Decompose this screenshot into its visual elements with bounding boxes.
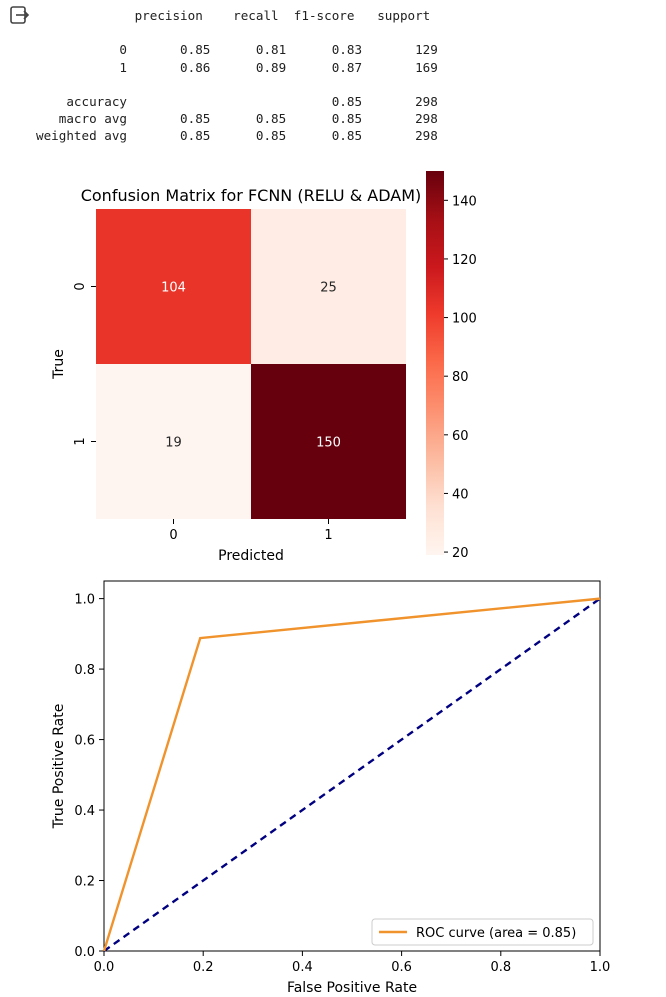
y-tick-label: 1.0 bbox=[74, 593, 95, 608]
colorbar-tick-label: 140 bbox=[452, 194, 477, 209]
y-axis-label: True bbox=[51, 349, 67, 380]
heatmap-cell-label: 25 bbox=[320, 281, 337, 296]
y-tick-label: 0.0 bbox=[74, 945, 95, 960]
plot-area bbox=[103, 580, 601, 952]
colorbar bbox=[426, 171, 444, 555]
colorbar-tick-label: 40 bbox=[452, 487, 469, 502]
roc-curve-chart: 0.0 0.2 0.4 0.6 0.8 1.0 0.0 0.2 0.4 0.6 0.8 1.0 Fals… bbox=[51, 580, 611, 996]
heatmap-cell bbox=[251, 364, 406, 519]
legend-box bbox=[371, 918, 594, 946]
x-axis-label: Predicted bbox=[218, 548, 284, 564]
x-tick-label: 0 bbox=[169, 528, 177, 543]
colorbar-tick-label: 80 bbox=[452, 370, 469, 385]
x-tick-label: 0.6 bbox=[391, 960, 412, 975]
y-tick-label: 0.4 bbox=[74, 804, 95, 819]
roc-curve-line bbox=[102, 597, 601, 952]
y-tick-label: 1 bbox=[73, 437, 88, 445]
colorbar-tick-label: 100 bbox=[452, 312, 477, 327]
diagonal-reference-line bbox=[103, 597, 601, 952]
heatmap-cell bbox=[251, 209, 406, 364]
heatmap-cell-label: 150 bbox=[316, 436, 341, 451]
y-tick-label: 0.8 bbox=[74, 663, 95, 678]
y-tick-label: 0.2 bbox=[74, 875, 95, 890]
colorbar-tick-label: 20 bbox=[452, 546, 469, 561]
heatmap-cell-label: 104 bbox=[161, 281, 186, 296]
legend: ROC curve (area = 0.85) bbox=[371, 918, 594, 946]
x-tick-label: 0.2 bbox=[193, 960, 214, 975]
heatmap-cell-label: 19 bbox=[165, 436, 182, 451]
classification-report: precision recall f1-score support 0 0.85… bbox=[36, 8, 438, 144]
y-tick-label: 0.6 bbox=[74, 734, 95, 749]
x-tick-label: 1 bbox=[324, 528, 332, 543]
x-tick-label: 0.4 bbox=[292, 960, 313, 975]
y-tick-label: 0 bbox=[73, 282, 88, 290]
x-tick-label: 0.8 bbox=[490, 960, 511, 975]
confusion-matrix-chart: Confusion Matrix for FCNN (RELU & ADAM) 1… bbox=[51, 171, 477, 564]
output-redirect-icon[interactable] bbox=[8, 4, 30, 26]
colorbar-tick-label: 60 bbox=[452, 429, 469, 444]
y-axis-label: True Positive Rate bbox=[51, 704, 67, 830]
x-tick-label: 0.0 bbox=[94, 960, 115, 975]
heatmap-cell bbox=[96, 209, 251, 364]
heatmap-cell bbox=[96, 364, 251, 519]
heatmap-title: Confusion Matrix for FCNN (RELU & ADAM) bbox=[81, 186, 422, 205]
x-tick-label: 1.0 bbox=[590, 960, 611, 975]
colorbar-tick-label: 120 bbox=[452, 253, 477, 268]
legend-label: ROC curve (area = 0.85) bbox=[416, 926, 576, 941]
x-axis-label: False Positive Rate bbox=[287, 980, 417, 996]
